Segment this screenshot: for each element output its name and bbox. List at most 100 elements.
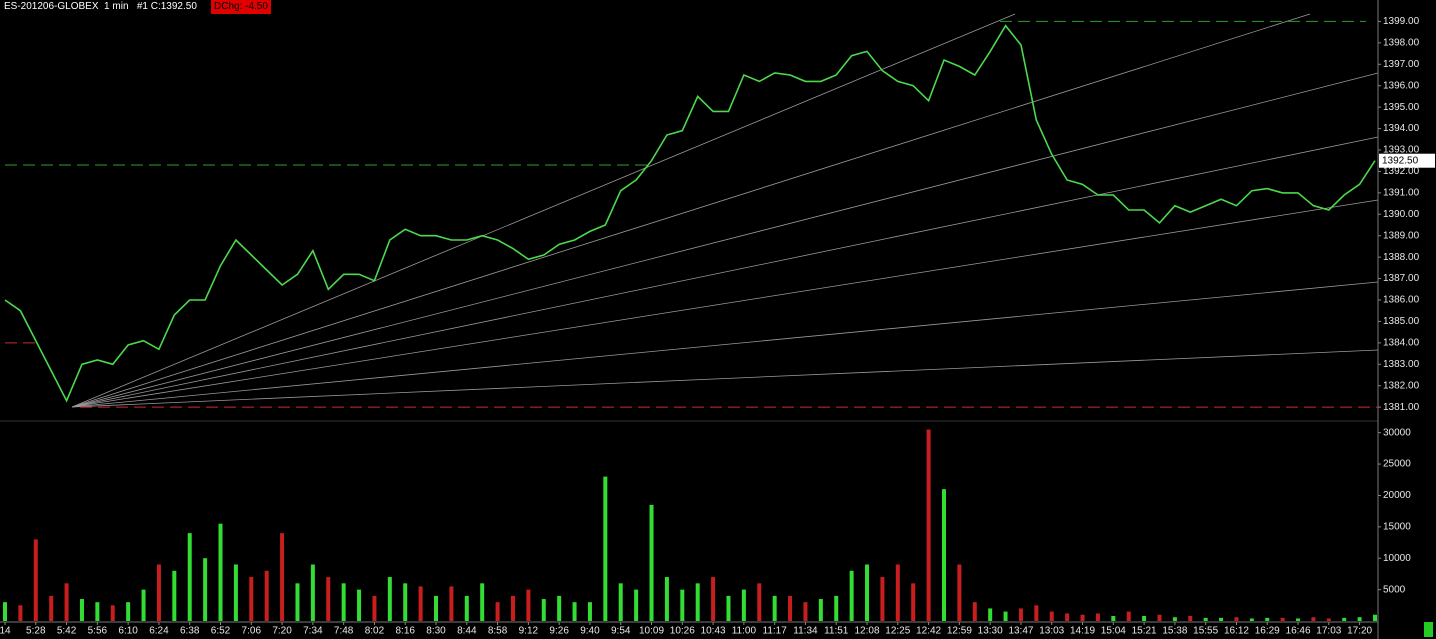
- volume-bar: [233, 564, 238, 621]
- x-tick-label: 10:26: [670, 626, 695, 637]
- volume-bar: [741, 589, 746, 621]
- volume-bar: [680, 589, 685, 621]
- volume-bar: [187, 533, 192, 621]
- y-tick-label: 1388.00: [1383, 252, 1420, 263]
- x-tick-label: 11:51: [824, 626, 849, 637]
- volume-bar: [664, 577, 669, 621]
- volume-bar: [803, 602, 808, 621]
- y-tick-label: 1391.00: [1383, 187, 1420, 198]
- volume-bar: [926, 429, 931, 621]
- volume-bar: [295, 583, 300, 621]
- x-tick-label: 6:38: [180, 626, 200, 637]
- y-tick-label: 1392.00: [1383, 166, 1420, 177]
- x-tick-label: 16:29: [1255, 626, 1280, 637]
- volume-bar: [1157, 614, 1162, 621]
- x-tick-label: 6:24: [149, 626, 169, 637]
- price-line: [4, 24, 1376, 403]
- volume-bar: [695, 583, 700, 621]
- volume-bar: [1080, 614, 1085, 621]
- volume-bar: [880, 577, 885, 621]
- y-tick-label: 15000: [1383, 521, 1411, 532]
- volume-bar: [387, 577, 392, 621]
- volume-bar: [1357, 617, 1362, 621]
- volume-bar: [972, 602, 977, 621]
- volume-bar: [341, 583, 346, 621]
- x-tick-label: 11:34: [793, 626, 818, 637]
- fan-line: [71, 349, 1379, 408]
- volume-bar: [1142, 615, 1147, 621]
- volume-bar: [587, 602, 592, 621]
- y-tick-label: 25000: [1383, 459, 1411, 470]
- fan-line: [71, 136, 1379, 408]
- x-tick-label: 5:56: [88, 626, 108, 637]
- y-tick-label: 1393.00: [1383, 145, 1420, 156]
- volume-bar: [1018, 608, 1023, 621]
- volume-bar: [757, 583, 762, 621]
- volume-bar: [510, 595, 515, 621]
- volume-bar: [1311, 617, 1316, 621]
- volume-bar: [865, 564, 870, 621]
- x-tick-label: 7:48: [334, 626, 354, 637]
- volume-bar: [772, 595, 777, 621]
- y-tick-label: 1390.00: [1383, 209, 1420, 220]
- x-tick-label: 7:06: [242, 626, 262, 637]
- x-tick-label: 7:20: [272, 626, 292, 637]
- x-tick-label: 9:40: [580, 626, 600, 637]
- y-tick-label: 1399.00: [1383, 16, 1420, 27]
- x-tick-label: 10:09: [639, 626, 664, 637]
- y-tick-label: 1397.00: [1383, 59, 1420, 70]
- y-tick-label: 1381.00: [1383, 402, 1420, 413]
- volume-bar: [357, 589, 362, 621]
- x-tick-label: 15:38: [1162, 626, 1187, 637]
- volume-bar: [203, 558, 208, 621]
- x-tick-label: 12:42: [916, 626, 941, 637]
- volume-bar: [1326, 618, 1331, 621]
- volume-bar: [418, 586, 423, 621]
- volume-bar: [79, 599, 84, 621]
- x-tick-label: 11:00: [732, 626, 757, 637]
- volume-bar: [434, 595, 439, 621]
- x-tick-label: 17:03: [1316, 626, 1341, 637]
- y-tick-label: 5000: [1383, 584, 1406, 595]
- fan-line: [71, 13, 1311, 408]
- y-tick-label: 1395.00: [1383, 102, 1420, 113]
- volume-bar: [172, 570, 177, 621]
- volume-bar: [1034, 605, 1039, 621]
- x-tick-label: 8:02: [365, 626, 385, 637]
- volume-bar: [1219, 617, 1224, 621]
- volume-bar: [634, 589, 639, 621]
- volume-bar: [480, 583, 485, 621]
- volume-bar: [95, 602, 100, 621]
- y-tick-label: 1396.00: [1383, 80, 1420, 91]
- volume-bar: [834, 595, 839, 621]
- volume-bar: [449, 586, 454, 621]
- volume-bar: [603, 476, 608, 621]
- volume-bar: [849, 570, 854, 621]
- x-tick-label: 12:08: [855, 626, 880, 637]
- x-tick-label: 16:46: [1286, 626, 1311, 637]
- volume-bar: [1126, 611, 1131, 621]
- x-tick-label: 9:12: [519, 626, 539, 637]
- volume-bar: [1234, 617, 1239, 621]
- x-tick-label: 12:59: [947, 626, 972, 637]
- volume-bar: [1342, 617, 1347, 621]
- volume-bar: [110, 605, 115, 621]
- change-label: DChg: -4.50: [211, 0, 271, 14]
- volume-bar: [464, 595, 469, 621]
- y-tick-label: 1394.00: [1383, 123, 1420, 134]
- y-tick-label: 30000: [1383, 427, 1411, 438]
- volume-bar: [895, 564, 900, 621]
- volume-bar: [526, 589, 531, 621]
- x-tick-label: 8:30: [426, 626, 446, 637]
- x-tick-label: 6:10: [118, 626, 138, 637]
- y-tick-label: 1384.00: [1383, 337, 1420, 348]
- y-tick-label: 1383.00: [1383, 359, 1420, 370]
- chart-title: ES-201206-GLOBEX 1 min #1 C:1392.50: [4, 1, 197, 12]
- volume-bar: [218, 523, 223, 621]
- x-tick-label: 11:17: [763, 626, 788, 637]
- volume-bar: [141, 589, 146, 621]
- volume-bar: [249, 577, 254, 621]
- volume-bar: [64, 583, 69, 621]
